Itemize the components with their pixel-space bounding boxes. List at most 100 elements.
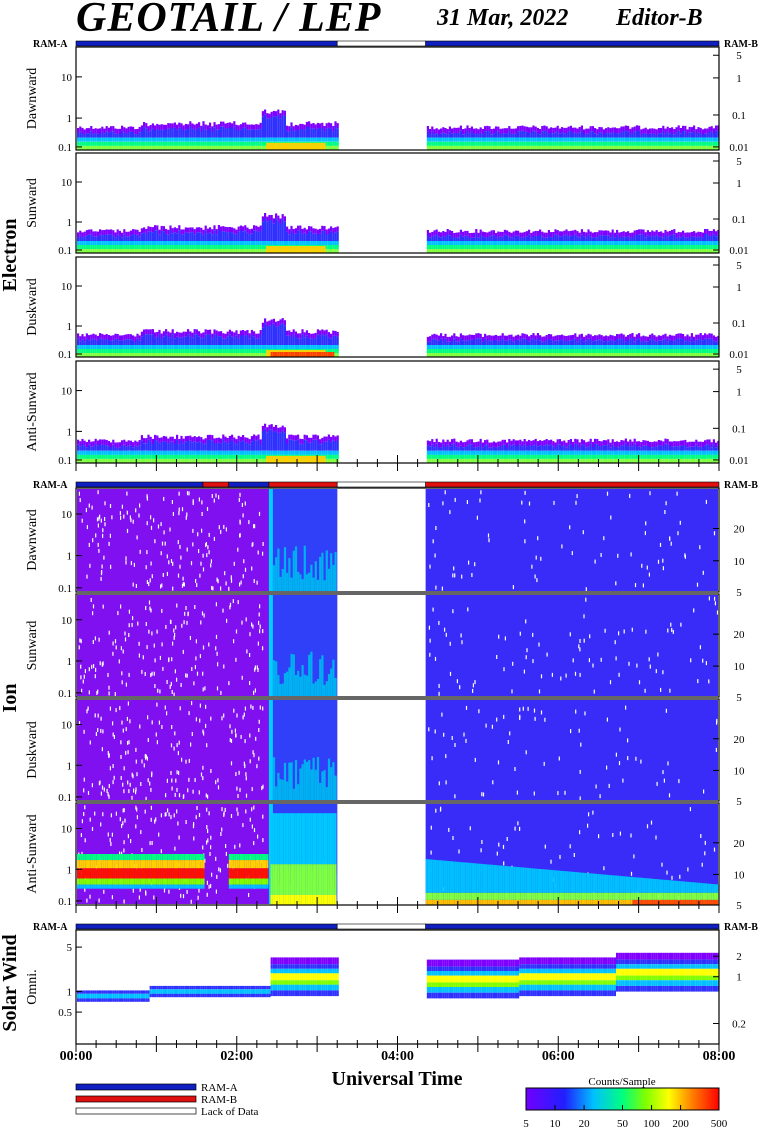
ram-label-left: RAM-A — [33, 480, 68, 491]
y-tick-label: 10 — [61, 72, 73, 84]
y-tick-label: 10 — [61, 386, 73, 398]
y-tick-label: 0.1 — [58, 688, 72, 700]
y-tick-label-right: 0.01 — [729, 245, 748, 257]
y-tick-label-right: 1 — [736, 73, 742, 85]
y-tick-label: 1 — [67, 760, 73, 772]
y-tick-label-right: 20 — [734, 524, 746, 536]
y-tick-label: 1 — [67, 426, 73, 438]
y-tick-label-right: 10 — [734, 869, 746, 881]
y-tick-label: 0.5 — [58, 1007, 72, 1019]
y-tick-label-right: 5 — [736, 364, 742, 376]
panel-label: Anti-Sunward — [25, 814, 40, 893]
colorbar-tick-label: 20 — [579, 1118, 591, 1128]
colorbar-tick-label: 100 — [643, 1118, 660, 1128]
panel-frame — [75, 46, 720, 151]
y-tick-label: 0.1 — [58, 245, 72, 257]
panel-label: Dawnward — [25, 509, 40, 570]
ram-bar-segment — [336, 40, 426, 47]
ram-label-left: RAM-A — [33, 922, 68, 933]
y-tick-label: 10 — [61, 720, 73, 732]
y-tick-label: 1 — [67, 217, 73, 229]
y-tick-label: 0.1 — [58, 896, 72, 908]
panel-label: Sunward — [25, 621, 40, 671]
ram-bar-segment — [75, 923, 338, 930]
y-tick-label: 0.1 — [58, 142, 72, 154]
panel-frame — [75, 152, 720, 254]
y-tick-label: 1 — [67, 864, 73, 876]
y-tick-label-right: 5 — [736, 156, 742, 168]
ram-label-left: RAM-A — [33, 39, 68, 50]
y-tick-label-right: 10 — [734, 556, 746, 568]
panel-frame — [75, 698, 720, 802]
y-tick-label-right: 0.01 — [729, 142, 748, 154]
y-tick-label-right: 0.1 — [732, 110, 746, 122]
legend-label: RAM-B — [201, 1094, 237, 1106]
y-tick-label: 5 — [67, 942, 73, 954]
panel-label: Duskward — [25, 278, 40, 336]
legend-label: RAM-A — [201, 1082, 238, 1094]
y-tick-label-right: 1 — [736, 282, 742, 294]
y-tick-label: 1 — [67, 551, 73, 563]
y-tick-label-right: 0.1 — [732, 318, 746, 330]
ram-bar-segment — [425, 923, 720, 930]
chart-editor: Editor-B — [616, 5, 703, 31]
ram-bar-segment — [202, 481, 230, 488]
ram-label-right: RAM-B — [724, 922, 758, 933]
group-label: Ion — [0, 684, 21, 713]
colorbar-tick-label: 10 — [550, 1118, 562, 1128]
panel-frame — [75, 593, 720, 698]
ram-bar-segment — [268, 481, 338, 488]
ram-bar-segment — [228, 481, 270, 488]
y-tick-label: 0.1 — [58, 349, 72, 361]
y-tick-label-right: 0.01 — [729, 349, 748, 361]
y-tick-label-right: 10 — [734, 765, 746, 777]
y-tick-label: 1 — [67, 113, 73, 125]
y-tick-label-right: 0.2 — [732, 1018, 746, 1030]
y-tick-label-right: 5 — [736, 692, 742, 704]
y-tick-label-right: 0.1 — [732, 423, 746, 435]
y-tick-label-right: 0.1 — [732, 214, 746, 226]
y-tick-label-right: 5 — [736, 587, 742, 599]
colorbar-tick-label: 50 — [617, 1118, 629, 1128]
ram-label-right: RAM-B — [724, 39, 758, 50]
legend-swatch — [75, 1095, 197, 1103]
ram-label-right: RAM-B — [724, 480, 758, 491]
panel-frame — [75, 256, 720, 358]
x-tick-label: 02:00 — [220, 1049, 253, 1064]
y-tick-label-right: 5 — [736, 50, 742, 62]
y-tick-label: 10 — [61, 177, 73, 189]
x-axis-label: Universal Time — [332, 1068, 463, 1090]
panel-label: Duskward — [25, 721, 40, 779]
y-tick-label-right: 20 — [734, 838, 746, 850]
chart-title: GEOTAIL / LEP — [76, 0, 382, 41]
colorbar-title: Counts/Sample — [588, 1076, 655, 1088]
y-tick-label: 1 — [67, 656, 73, 668]
y-tick-label-right: 10 — [734, 661, 746, 673]
x-tick-label: 04:00 — [381, 1049, 414, 1064]
legend-swatch — [75, 1083, 197, 1091]
y-tick-label: 1 — [67, 321, 73, 333]
ram-bar-segment — [336, 481, 426, 488]
ram-bar-segment — [75, 481, 204, 488]
y-tick-label: 0.1 — [58, 455, 72, 467]
y-tick-label-right: 2 — [736, 951, 742, 963]
y-tick-label-right: 20 — [734, 734, 746, 746]
group-label: Electron — [0, 219, 21, 292]
y-tick-label: 0.1 — [58, 792, 72, 804]
panel-label: Omni. — [25, 969, 40, 1004]
y-tick-label: 10 — [61, 615, 73, 627]
y-tick-label: 0.1 — [58, 583, 72, 595]
y-tick-label-right: 1 — [736, 178, 742, 190]
legend-swatch — [75, 1107, 197, 1115]
y-tick-label-right: 1 — [736, 972, 742, 984]
legend-label: Lack of Data — [201, 1106, 259, 1118]
panel-label: Dawnward — [25, 68, 40, 129]
colorbar-tick-label: 5 — [523, 1118, 529, 1128]
y-tick-label-right: 1 — [736, 387, 742, 399]
group-label: Solar Wind — [0, 934, 21, 1031]
colorbar-tick-label: 200 — [672, 1118, 689, 1128]
ram-bar-segment — [75, 40, 338, 47]
ram-bar-segment — [336, 923, 426, 930]
colorbar-tick-label: 500 — [711, 1118, 728, 1128]
y-tick-label-right: 5 — [736, 796, 742, 808]
